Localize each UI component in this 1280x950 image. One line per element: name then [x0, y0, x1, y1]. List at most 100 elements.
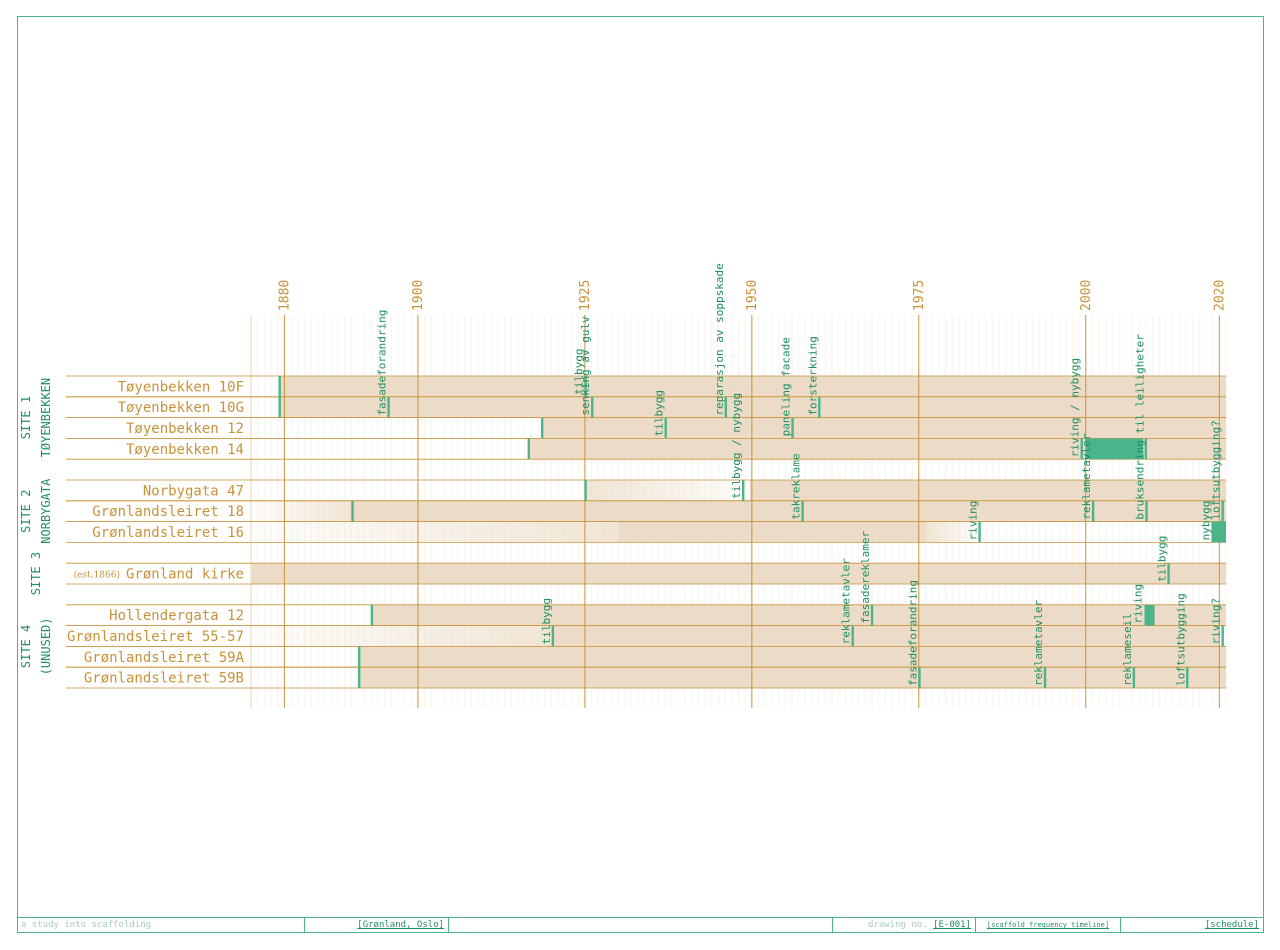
scaffold-event-label: loftsutbygging?	[1210, 420, 1223, 519]
site-group-label: TØYENBEKKEN	[39, 378, 53, 457]
building-name: Tøyenbekken 12	[126, 421, 244, 437]
scaffold-event-mark	[1145, 500, 1148, 522]
scaffold-event-mark	[791, 417, 794, 439]
building-name: Norbygata 47	[143, 483, 244, 499]
scaffold-event-mark	[1043, 667, 1047, 688]
scaffold-event-mark	[357, 646, 361, 668]
building-name: Hollendergata 12	[109, 608, 244, 624]
scaffold-event-label: reklametavler	[840, 558, 853, 644]
scaffold-event-mark	[351, 500, 354, 522]
scaffold-event-label: nybygg	[1200, 501, 1213, 541]
building-existence-bar	[618, 521, 927, 543]
building-existence-bar	[357, 646, 1226, 668]
building-name: Grønlandsleiret 59B	[84, 671, 244, 687]
scaffold-event-mark	[664, 417, 667, 439]
year-tick-label: 1900	[411, 280, 426, 311]
scaffold-event-mark	[1221, 625, 1224, 647]
title-block-spacer	[449, 918, 833, 933]
drawing-title-cell: [scaffold frequency timeline]	[976, 918, 1121, 933]
year-tick-label: 1925	[578, 280, 593, 311]
building-existence-bar	[279, 376, 1226, 397]
drawing-number-cell: drawing no. [E-001]	[833, 918, 976, 933]
scaffold-period-block	[1212, 521, 1226, 543]
year-tick-label: 1880	[277, 280, 292, 311]
scaffold-event-label: reklameseil	[1121, 613, 1134, 686]
scaffold-event-label: riving	[967, 501, 980, 541]
scaffold-event-mark	[1132, 667, 1136, 688]
scaffold-event-label: forsterkning	[806, 336, 819, 415]
scaffold-event-mark	[1144, 438, 1148, 460]
scaffold-event-label: fasadeforandring	[906, 580, 919, 686]
scaffold-event-mark	[851, 625, 854, 647]
scaffold-event-label: tilbygg	[540, 598, 553, 644]
building-existence-bar	[528, 438, 1226, 460]
building-faded-period	[251, 521, 619, 543]
project-title: a study into scaffolding	[17, 918, 305, 933]
scaffold-event-label: loftsutbygging	[1174, 593, 1187, 686]
location-label: [Grønland, Oslo]	[305, 918, 449, 933]
scaffold-event-mark	[1221, 500, 1224, 522]
building-established-note: (est.1866)	[74, 570, 120, 581]
building-name: Tøyenbekken 10F	[118, 379, 244, 395]
scaffold-event-label: paneling facade	[780, 337, 793, 436]
scaffold-event-mark	[591, 396, 594, 418]
scaffold-event-label: senking av gulv	[579, 316, 592, 416]
scaffold-event-mark	[584, 480, 587, 501]
building-existence-bar	[351, 500, 1226, 522]
drawing-frame	[17, 16, 1264, 933]
scaffold-event-label: reparasjon av soppskade	[713, 263, 726, 415]
building-existence-bar	[551, 625, 1220, 647]
scaffold-event-label: riving?	[1210, 598, 1223, 644]
scaffold-event-label: takreklame	[790, 453, 803, 519]
building-name: Grønlandsleiret 16	[92, 525, 244, 541]
building-existence-bar	[251, 563, 1226, 584]
scaffold-event-mark	[1080, 438, 1083, 460]
year-tick-label: 2020	[1212, 280, 1227, 311]
sheet-cell: [schedule]	[1121, 918, 1263, 933]
building-faded-period	[251, 625, 552, 647]
scaffold-event-mark	[540, 417, 544, 439]
building-faded-period	[251, 500, 352, 522]
scaffold-event-label: tilbygg	[573, 348, 586, 394]
building-existence-bar	[357, 667, 1226, 688]
scaffold-event-mark	[387, 396, 390, 418]
site-group-label: SITE 3	[29, 552, 43, 595]
scaffold-event-label: reklametavler	[1032, 600, 1045, 686]
scaffold-event-label: tilbygg	[1156, 536, 1169, 582]
scaffold-event-mark	[584, 376, 587, 397]
building-existence-bar	[371, 604, 1227, 626]
site-group-label: (UNUSED)	[39, 618, 53, 676]
title-block: a study into scaffolding [Grønland, Oslo…	[17, 917, 1264, 933]
scaffold-event-label: tilbygg	[653, 390, 666, 436]
year-tick-label: 1975	[912, 280, 927, 311]
scaffold-event-label: tilbygg / nybygg	[730, 393, 743, 499]
building-name: Tøyenbekken 10G	[118, 400, 244, 416]
scaffold-event-label: fasadereklamer	[859, 531, 872, 624]
location-link[interactable]: [Grønland, Oslo]	[357, 920, 444, 930]
scaffold-event-label: reklametavler	[1080, 433, 1093, 519]
building-name: Grønlandsleiret 18	[92, 504, 244, 520]
scaffold-event-mark	[278, 396, 281, 418]
building-existence-bar	[749, 480, 1226, 501]
building-faded-period	[584, 480, 750, 501]
drawing-number-link[interactable]: [E-001]	[933, 920, 971, 930]
scaffold-event-mark	[1186, 667, 1189, 688]
site-group-label: SITE 4	[19, 625, 33, 668]
drawing-title-link[interactable]: [scaffold frequency timeline]	[986, 921, 1110, 929]
scaffold-event-mark	[978, 521, 981, 543]
scaffold-event-mark	[1091, 500, 1095, 522]
scaffold-event-label: riving / nybygg	[1069, 358, 1082, 457]
scaffold-event-mark	[370, 604, 374, 626]
building-existence-bar	[541, 417, 1226, 439]
building-name: Grønlandsleiret 59A	[84, 650, 245, 666]
site-group-label: NORBYGATA	[39, 478, 53, 544]
building-name: Tøyenbekken 14	[126, 442, 244, 458]
scaffold-event-mark	[818, 396, 821, 418]
scaffold-event-mark	[357, 667, 361, 688]
building-existence-bar	[279, 396, 1226, 418]
scaffold-event-mark	[1167, 563, 1170, 584]
year-tick-label: 1950	[745, 280, 760, 311]
scaffold-event-mark	[801, 500, 804, 522]
schedule-link[interactable]: [schedule]	[1204, 920, 1259, 930]
